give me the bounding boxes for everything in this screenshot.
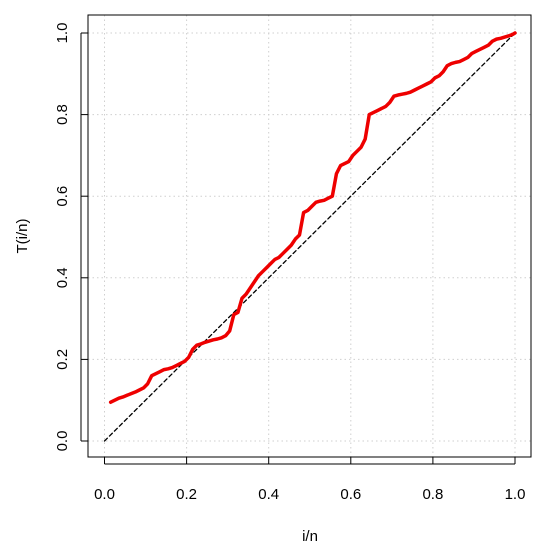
x-axis: 0.0 0.2 0.4 0.6 0.8 1.0: [94, 457, 525, 503]
plot-frame: [87, 14, 532, 458]
x-axis-label: i/n: [302, 528, 318, 545]
y-tick-label: 0.0: [54, 431, 71, 452]
grid: [88, 15, 531, 457]
x-tick-label: 0.6: [340, 486, 361, 503]
y-tick-label: 1.0: [54, 23, 71, 44]
x-tick-label: 0.8: [422, 486, 443, 503]
y-tick-label: 0.6: [54, 186, 71, 207]
x-tick-label: 0.0: [94, 486, 115, 503]
y-tick-label: 0.4: [54, 267, 71, 288]
y-tick-label: 0.2: [54, 349, 71, 370]
x-tick-label: 0.2: [176, 486, 197, 503]
series-line: [108, 31, 517, 404]
y-tick-label: 0.8: [54, 104, 71, 125]
reference-diagonal-line: [103, 32, 516, 442]
y-axis-label: T(i/n): [14, 219, 31, 254]
y-axis: 0.0 0.2 0.4 0.6 0.8 1.0: [54, 23, 88, 452]
x-tick-label: 1.0: [505, 486, 526, 503]
x-tick-label: 0.4: [258, 486, 279, 503]
series-layer: [103, 31, 517, 442]
